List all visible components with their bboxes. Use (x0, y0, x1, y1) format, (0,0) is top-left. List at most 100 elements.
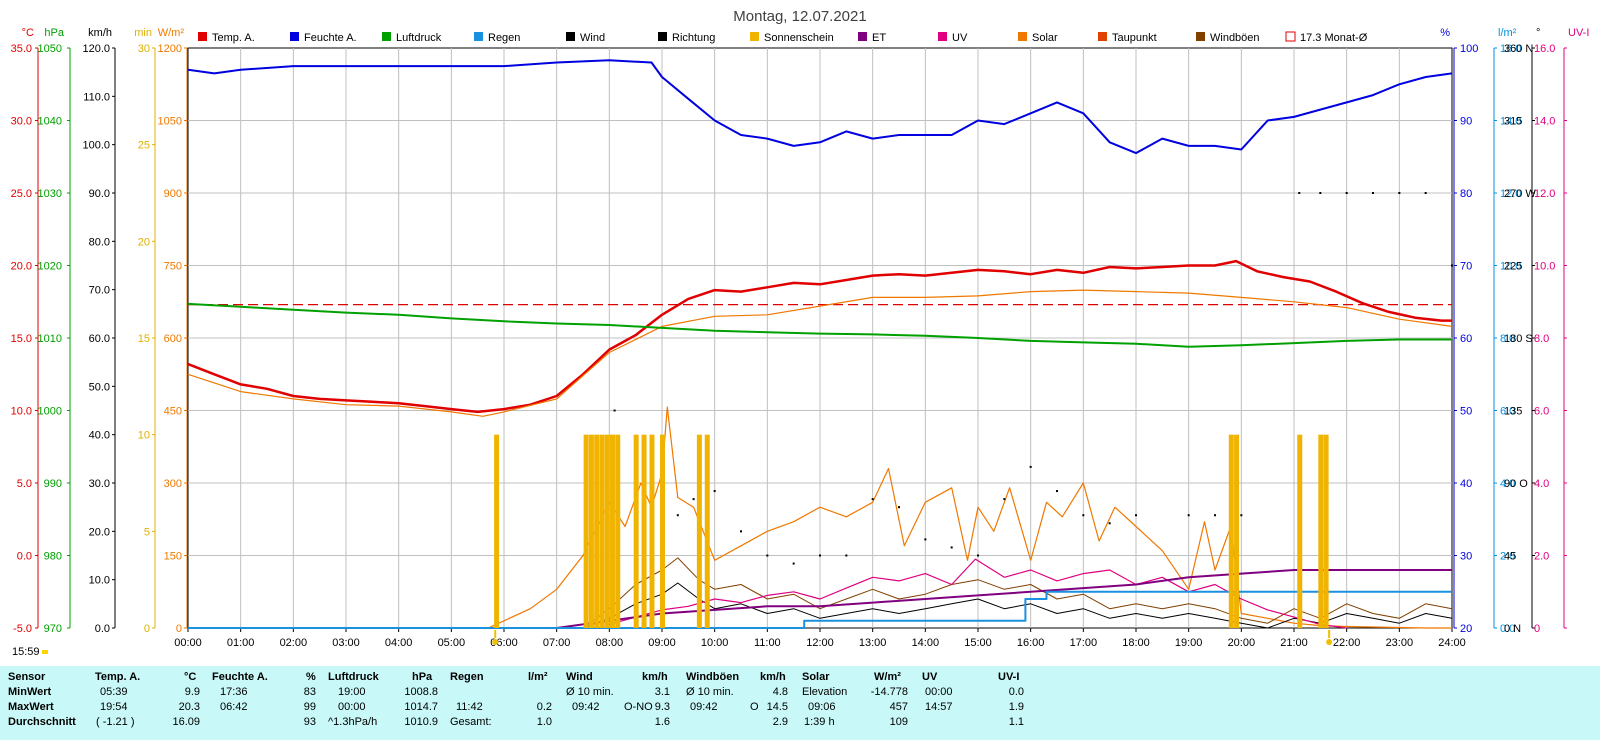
x-tick-label: 08:00 (596, 637, 624, 649)
sunshine-bar (1318, 434, 1324, 628)
uv-max: 1.9 (1008, 701, 1024, 713)
sunshine-bar (583, 434, 589, 628)
plot-area (187, 59, 1453, 629)
right-axis-label: 10.0 (1500, 261, 1521, 273)
direction-point (1082, 514, 1085, 517)
right-axis-label: 60 (1460, 333, 1472, 345)
direction-point (950, 546, 953, 549)
left-axis-label: 100.0 (82, 140, 110, 152)
x-tick-label: 11:00 (754, 637, 781, 649)
wind-avg: 1.6 (654, 716, 670, 728)
left-axis-label: 20.0 (89, 526, 110, 538)
row-label-max: MaxWert (8, 701, 54, 713)
direction-point (1298, 192, 1301, 194)
right-axis-label: 0.0 (1500, 623, 1515, 635)
press-max: 1014.7 (404, 701, 438, 713)
left-axis-label: 70.0 (89, 285, 110, 297)
x-tick-label: 03:00 (332, 637, 360, 649)
sunshine-bar (588, 434, 594, 628)
left-axis-label: 15 (138, 333, 150, 345)
press-header: Luftdruck (328, 671, 379, 683)
x-tick-label: 07:00 (543, 637, 571, 649)
gust-min-label: Ø 10 min. (686, 686, 734, 698)
direction-point (1372, 192, 1374, 194)
x-tick-label: 01:00 (227, 637, 255, 649)
direction-point (1056, 490, 1058, 493)
left-axis-label: 35.0 (11, 43, 32, 55)
x-tick-label: 13:00 (859, 637, 887, 649)
rain-total: 1.0 (536, 716, 552, 728)
direction-point (1029, 465, 1032, 468)
x-tick-label: 24:00 (1438, 637, 1466, 649)
left-axis-label: 50.0 (89, 381, 110, 393)
legend-label: UV (952, 32, 968, 44)
temp-max-time: 19:54 (100, 701, 128, 713)
rain-header: Regen (450, 671, 484, 683)
direction-point (1451, 264, 1453, 267)
right-axis-label: 8.0 (1500, 333, 1515, 345)
left-axis-label: 990 (44, 478, 62, 490)
legend-swatch (750, 32, 759, 41)
solar-max: 457 (889, 701, 908, 713)
right-axis-label: 20 (1460, 623, 1472, 635)
solar-duration: 1:39 h (804, 716, 835, 728)
left-axis-label: 450 (164, 406, 182, 418)
left-axis-label: 0 (176, 623, 182, 635)
x-tick-label: 20:00 (1228, 637, 1256, 649)
legend-label: Wind (580, 32, 605, 44)
press-min-time: 19:00 (338, 686, 366, 698)
hum-avg: 93 (303, 716, 316, 728)
legend-swatch (1285, 31, 1296, 42)
sunshine-bar (615, 434, 621, 628)
uv-header: UV (922, 671, 938, 683)
legend-label: Temp. A. (212, 32, 255, 44)
x-tick-label: 00:00 (174, 637, 202, 649)
left-axis-label: 10.0 (11, 406, 32, 418)
direction-point (740, 530, 742, 533)
right-axis-label: 2.0 (1534, 551, 1549, 563)
right-axis-label: 30 (1460, 551, 1472, 563)
x-tick-label: 02:00 (280, 637, 308, 649)
right-axis-label: 12.0 (1500, 188, 1521, 200)
sunshine-bar (494, 434, 500, 628)
direction-point (819, 554, 821, 557)
solar-min: -14.778 (870, 686, 908, 698)
right-axis-label: 4.0 (1500, 478, 1515, 490)
row-label-sensor: Sensor (8, 671, 46, 683)
direction-point (613, 409, 616, 412)
left-axis-label: 1050 (158, 116, 182, 128)
hum-unit: % (306, 671, 316, 683)
direction-point (1214, 514, 1216, 517)
left-axis-label: 40.0 (89, 430, 110, 442)
left-axis-label: 900 (164, 188, 182, 200)
left-axis-label: 90.0 (89, 188, 110, 200)
gust-min: 4.8 (772, 686, 788, 698)
x-tick-label: 16:00 (1017, 637, 1045, 649)
x-tick-label: 19:00 (1175, 637, 1203, 649)
temp-trend: ( -1.21 ) (96, 716, 135, 728)
left-axis-label: 30.0 (11, 116, 32, 128)
rain-unit: l/m² (528, 671, 548, 683)
rain-total-label: Gesamt: (450, 716, 492, 728)
right-axis-label: 8.0 (1534, 333, 1549, 345)
hum-min: 83 (303, 686, 316, 698)
direction-point (924, 538, 927, 541)
gust-max-dir: O (750, 701, 759, 713)
right-axis-label: 6.0 (1534, 406, 1549, 418)
right-axis-label: 90 (1460, 116, 1472, 128)
legend-label: Regen (488, 32, 520, 44)
hum-min-time: 17:36 (220, 686, 248, 698)
solar-avg: 109 (889, 716, 908, 728)
left-axis-unit: °C (22, 27, 34, 39)
legend-swatch (290, 32, 299, 41)
uv-min-time: 00:00 (925, 686, 953, 698)
legend-swatch (658, 32, 667, 41)
x-tick-label: 21:00 (1280, 637, 1308, 649)
sun-indicator-icon (41, 650, 48, 655)
legend-swatch (938, 32, 947, 41)
right-axis-label: 6.0 (1500, 406, 1515, 418)
wind-max-dir: O-NO (624, 701, 653, 713)
right-axis-label: 270 W (1504, 188, 1536, 200)
x-tick-label: 04:00 (385, 637, 413, 649)
left-axis-label: 20 (138, 236, 150, 248)
